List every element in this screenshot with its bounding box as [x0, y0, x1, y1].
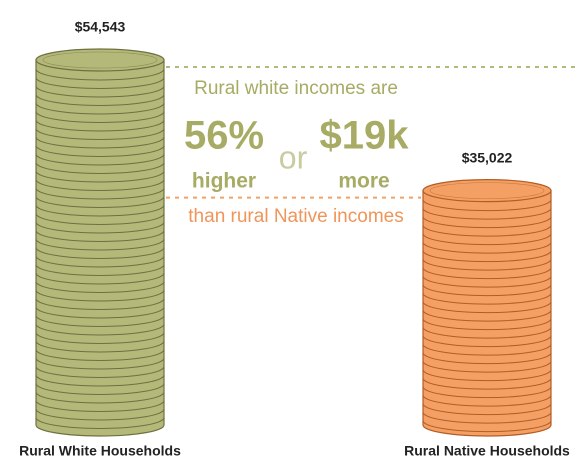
coin-edge [35, 179, 165, 191]
coin-stack [35, 48, 165, 437]
annotation: $19k [320, 114, 410, 158]
value-label: $54,543 [75, 19, 126, 35]
coin-edge [35, 272, 165, 285]
coin-edge [35, 111, 165, 123]
coin-edge [35, 187, 165, 200]
coin-edge [422, 335, 552, 348]
coin-edge [35, 357, 165, 370]
coin-rim [429, 182, 545, 199]
coin-edge [422, 216, 552, 229]
coin-edge [35, 102, 165, 115]
coin-edge [35, 230, 165, 242]
coin-edge [35, 94, 165, 106]
coin-edge [35, 128, 165, 140]
coin-edge [422, 267, 552, 280]
coin-edge [422, 225, 552, 237]
coin-edge [422, 233, 552, 246]
coin-edge [35, 417, 165, 429]
coin-edge [422, 242, 552, 254]
annotation: Rural white incomes are [194, 78, 398, 99]
annotation: higher [192, 170, 256, 193]
coin-edge [35, 85, 165, 98]
coin-edge [422, 361, 552, 373]
category-label: Rural Native Households [404, 443, 570, 459]
coin-edge [35, 400, 165, 412]
coin-edge [422, 352, 552, 365]
annotation: 56% [184, 114, 264, 158]
coin-edge [35, 340, 165, 353]
coin-edge [35, 374, 165, 387]
annotation: than rural Native incomes [188, 206, 403, 227]
stack-body [35, 59, 165, 437]
annotation: more [338, 170, 389, 193]
coin-edge [422, 293, 552, 305]
coin-edge [35, 162, 165, 174]
coin-edge [35, 204, 165, 217]
coin-edge [422, 327, 552, 339]
coin-edge [35, 332, 165, 344]
coin-edge [422, 208, 552, 220]
stack-top [422, 179, 552, 203]
coin-edge [35, 391, 165, 404]
coin-edge [35, 119, 165, 132]
coin-edge [35, 247, 165, 259]
coin-edge [35, 315, 165, 327]
coin-edge [35, 196, 165, 208]
coin-edge [422, 199, 552, 212]
coin-edge [35, 408, 165, 421]
coin-edge [422, 310, 552, 322]
coin-edge [422, 344, 552, 356]
category-label: Rural White Households [19, 443, 181, 459]
coin-edge [422, 395, 552, 407]
coin-edge [35, 383, 165, 395]
coin-edge [422, 412, 552, 424]
coin-edge [35, 153, 165, 166]
coin-edge [422, 250, 552, 263]
coin-edge [35, 281, 165, 293]
coin-edge [35, 349, 165, 361]
coin-edge [35, 213, 165, 225]
coin-edge [35, 255, 165, 268]
coin-edge [422, 386, 552, 399]
coin-edge [35, 136, 165, 149]
annotation: or [279, 139, 308, 175]
coin-edge [422, 378, 552, 390]
coin-edge [35, 306, 165, 319]
coin-edge [35, 289, 165, 302]
coin-edge [422, 301, 552, 314]
coin-edge [35, 170, 165, 183]
coin-edge [35, 264, 165, 276]
coin-edge [35, 77, 165, 89]
coin-edge [422, 420, 552, 433]
coin-edge [422, 284, 552, 297]
coin-edge [35, 323, 165, 336]
coin-edge [35, 298, 165, 310]
stack-top [35, 48, 165, 72]
coin-edge [35, 366, 165, 378]
value-label: $35,022 [462, 149, 513, 165]
coin-stack [422, 179, 552, 437]
coin-edge [35, 145, 165, 157]
coin-edge [422, 276, 552, 288]
coin-edge [35, 221, 165, 234]
coin-edge [35, 238, 165, 251]
coin-edge [422, 259, 552, 271]
coin-edge [422, 318, 552, 331]
coin-edge [35, 68, 165, 81]
coin-edge [422, 369, 552, 382]
coin-rim [42, 51, 158, 69]
coin-edge [422, 403, 552, 416]
